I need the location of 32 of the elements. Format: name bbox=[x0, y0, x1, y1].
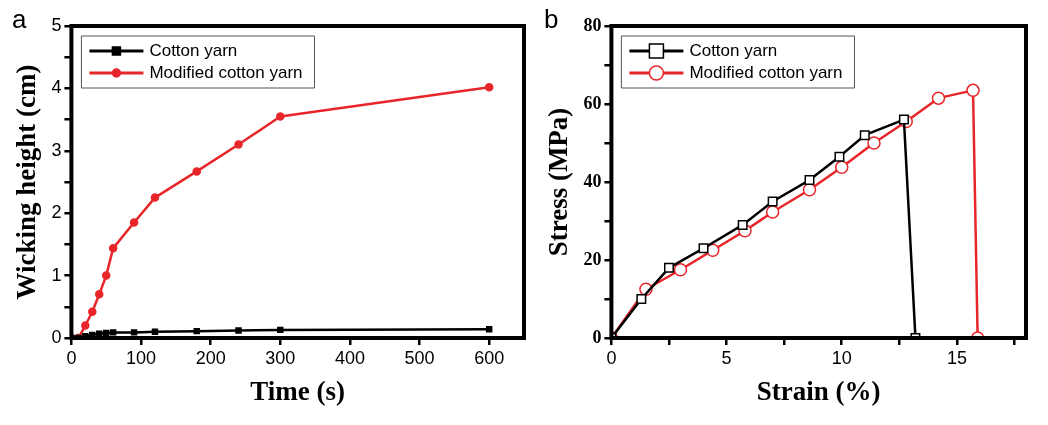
x-tick-label: 600 bbox=[474, 347, 505, 368]
y-axis-title: Stress (MPa) bbox=[543, 107, 574, 257]
x-tick-label: 0 bbox=[606, 347, 617, 368]
legend-label: Cotton yarn bbox=[689, 40, 778, 60]
x-tick-label: 500 bbox=[404, 347, 435, 368]
y-tick-label: 0 bbox=[592, 326, 602, 347]
x-tick-label: 200 bbox=[195, 347, 226, 368]
x-tick-label: 400 bbox=[334, 347, 365, 368]
chart-title: b bbox=[544, 4, 559, 35]
y-tick-label: 5 bbox=[51, 14, 62, 35]
y-tick-label: 20 bbox=[583, 248, 602, 269]
y-tick-label: 3 bbox=[51, 139, 62, 160]
x-axis-title: Time (s) bbox=[250, 375, 346, 406]
chart-title: a bbox=[12, 4, 27, 35]
x-tick-label: 100 bbox=[126, 347, 157, 368]
y-tick-label: 0 bbox=[51, 326, 62, 347]
x-tick-label: 0 bbox=[66, 347, 77, 368]
y-tick-label: 2 bbox=[51, 202, 62, 223]
x-axis-title: Strain (%) bbox=[756, 375, 881, 406]
x-tick-label: 5 bbox=[721, 347, 732, 368]
y-tick-label: 80 bbox=[583, 14, 602, 35]
legend-label: Cotton yarn bbox=[149, 40, 238, 60]
y-tick-label: 60 bbox=[583, 92, 602, 113]
y-axis-title: Wicking height (cm) bbox=[11, 64, 42, 300]
x-tick-label: 15 bbox=[946, 347, 967, 368]
x-tick-label: 10 bbox=[831, 347, 852, 368]
legend-label: Modified cotton yarn bbox=[149, 62, 303, 82]
y-tick-label: 4 bbox=[51, 77, 62, 98]
legend-label: Modified cotton yarn bbox=[689, 62, 843, 82]
y-tick-label: 40 bbox=[583, 170, 602, 191]
x-tick-label: 300 bbox=[265, 347, 296, 368]
y-tick-label: 1 bbox=[51, 264, 62, 285]
